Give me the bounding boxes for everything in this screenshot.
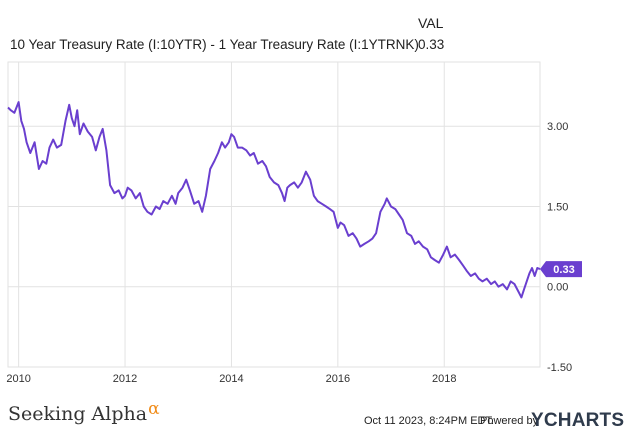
x-tick-label: 2018 bbox=[432, 373, 456, 385]
ycharts-logo: YCHARTS bbox=[531, 410, 625, 431]
y-tick-label: 0.00 bbox=[547, 282, 568, 294]
legend-series-name: 10 Year Treasury Rate (I:10YTR) - 1 Year… bbox=[10, 37, 419, 52]
y-tick-label: 1.50 bbox=[547, 201, 568, 213]
legend-series-value: 0.33 bbox=[418, 37, 445, 52]
x-tick-label: 2010 bbox=[6, 373, 30, 385]
x-tick-label: 2014 bbox=[219, 373, 243, 385]
y-tick-label: 3.00 bbox=[547, 121, 568, 133]
seeking-alpha-logo: Seeking Alphaα bbox=[8, 399, 160, 425]
last-value-badge bbox=[540, 261, 582, 278]
series-line bbox=[7, 101, 541, 299]
powered-by-label: Powered by bbox=[480, 415, 539, 427]
last-value-label: 0.33 bbox=[553, 264, 574, 276]
timestamp: Oct 11 2023, 8:24PM EDT. bbox=[364, 415, 495, 427]
x-tick-label: 2016 bbox=[326, 373, 350, 385]
plot-frame bbox=[7, 61, 541, 368]
x-tick-label: 2012 bbox=[113, 373, 137, 385]
y-tick-label: -1.50 bbox=[547, 362, 572, 374]
legend-column-header: VAL bbox=[418, 15, 444, 31]
